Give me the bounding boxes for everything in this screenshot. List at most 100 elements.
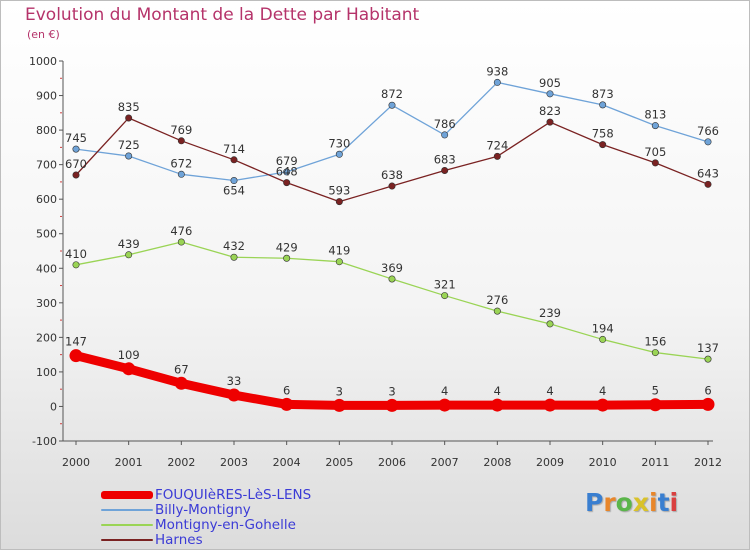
data-point	[125, 114, 133, 122]
data-point	[493, 307, 501, 315]
data-label: 724	[486, 138, 508, 152]
axes: -100 0 100 200 300 400 500 600 700 800 900 1000 2000…	[29, 55, 722, 469]
data-point	[704, 180, 712, 188]
legend-swatch	[101, 538, 153, 541]
data-point	[441, 292, 449, 300]
y-tick-label: 600	[36, 193, 57, 206]
x-tick-label: 2004	[273, 456, 301, 469]
data-label: 4	[599, 384, 606, 398]
y-tick-label: 100	[36, 366, 57, 379]
data-label: 905	[539, 76, 561, 90]
data-label: 672	[170, 156, 192, 170]
x-tick-label: 2003	[220, 456, 248, 469]
chart-title: Evolution du Montant de la Dette par Hab…	[25, 5, 420, 25]
data-point	[599, 141, 607, 149]
data-point	[546, 90, 554, 98]
data-label: 67	[174, 362, 189, 376]
series-fouqui-res-l-s-lens	[69, 349, 715, 412]
data-label: 872	[381, 87, 403, 101]
y-tick-label: 300	[36, 297, 57, 310]
chart-subtitle: (en €)	[27, 28, 60, 41]
data-point	[177, 238, 185, 246]
data-point	[493, 78, 501, 86]
data-point	[546, 118, 554, 126]
data-point	[648, 398, 662, 412]
data-point	[596, 398, 610, 412]
data-label: 593	[328, 184, 350, 198]
data-point	[177, 137, 185, 145]
data-label: 758	[592, 127, 614, 141]
data-label: 6	[704, 383, 711, 397]
data-label: 670	[65, 157, 87, 171]
data-point	[335, 258, 343, 266]
x-tick-label: 2007	[431, 456, 459, 469]
data-point	[72, 171, 80, 179]
data-label: 654	[223, 184, 245, 198]
data-label: 369	[381, 261, 403, 275]
y-tick-label: 900	[36, 90, 57, 103]
data-point	[388, 275, 396, 283]
y-tick-label: 700	[36, 159, 57, 172]
data-point	[599, 335, 607, 343]
y-tick-label: 800	[36, 124, 57, 137]
data-point	[69, 349, 83, 363]
data-point	[651, 349, 659, 357]
data-point	[546, 320, 554, 328]
series-harnes	[72, 114, 712, 206]
data-label: 321	[434, 278, 456, 292]
y-tick-label: 200	[36, 331, 57, 344]
data-label: 476	[170, 224, 192, 238]
data-label: 439	[118, 237, 140, 251]
x-tick-label: 2002	[167, 456, 195, 469]
data-label: 873	[592, 87, 614, 101]
data-label: 109	[118, 348, 140, 362]
data-point	[125, 251, 133, 259]
y-tick-label: 400	[36, 262, 57, 275]
legend-item: FOUQUIèRES-LèS-LENS	[101, 486, 312, 503]
legend-label: FOUQUIèRES-LèS-LENS	[155, 486, 312, 503]
x-tick-label: 2001	[115, 456, 143, 469]
data-point	[335, 150, 343, 158]
data-point	[704, 355, 712, 363]
data-point	[122, 362, 136, 376]
data-label: 745	[65, 131, 87, 145]
data-point	[651, 159, 659, 167]
data-point	[177, 170, 185, 178]
x-tick-label: 2010	[589, 456, 617, 469]
data-labels: 745 7256726546797308727869389058738137664…	[65, 64, 719, 398]
data-label: 643	[697, 166, 719, 180]
data-point	[174, 376, 188, 390]
data-label: 714	[223, 142, 245, 156]
data-label: 730	[328, 136, 350, 150]
data-point	[72, 261, 80, 269]
data-label: 137	[697, 341, 719, 355]
series-line	[75, 241, 709, 360]
legend-label: Montigny-en-Gohelle	[155, 516, 296, 533]
y-tick-label: 0	[50, 400, 57, 413]
data-point	[283, 168, 291, 176]
data-point	[701, 397, 715, 411]
x-tick-label: 2009	[536, 456, 564, 469]
data-point	[388, 101, 396, 109]
y-tick-label: 1000	[29, 55, 57, 68]
data-point	[125, 152, 133, 160]
data-point	[230, 253, 238, 261]
data-label: 419	[328, 244, 350, 258]
data-point	[332, 398, 346, 412]
data-label: 769	[170, 123, 192, 137]
data-label: 239	[539, 306, 561, 320]
data-point	[543, 398, 557, 412]
data-point	[72, 145, 80, 153]
data-label: 679	[276, 154, 298, 168]
data-label: 823	[539, 104, 561, 118]
data-label: 147	[65, 335, 87, 349]
data-label: 276	[486, 293, 508, 307]
data-label: 648	[276, 165, 298, 179]
data-label: 6	[283, 383, 290, 397]
data-point	[230, 156, 238, 164]
legend: FOUQUIèRES-LèS-LENS Billy-Montigny Montign…	[101, 486, 312, 548]
data-label: 194	[592, 321, 614, 335]
data-label: 4	[546, 384, 553, 398]
legend-item: Billy-Montigny	[101, 502, 311, 518]
data-point	[441, 167, 449, 175]
